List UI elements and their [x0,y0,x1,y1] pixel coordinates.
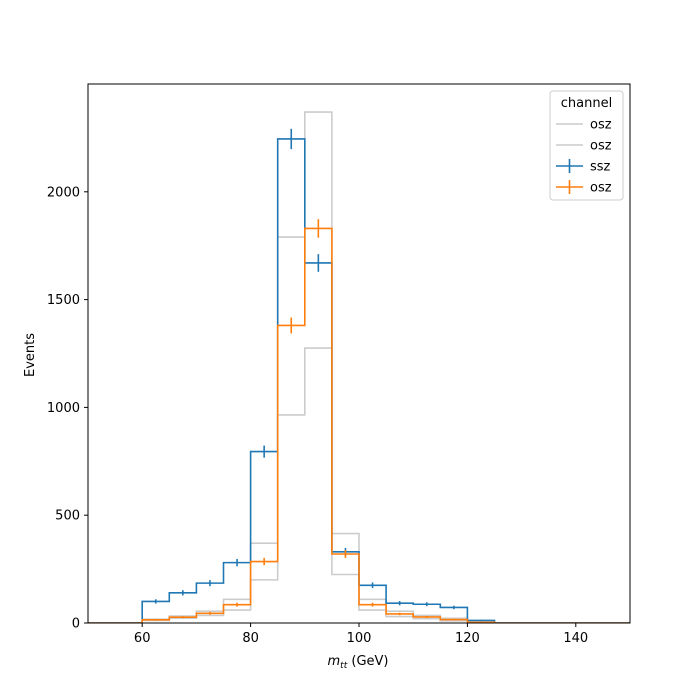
y-tick-label-0: 0 [72,617,80,632]
x-tick-label-140: 140 [563,631,588,646]
axes: 60 80 100 120 140 0 500 1000 1500 2000 [47,83,631,646]
legend-label-2: ssz [590,160,611,175]
y-tick-label-2000: 2000 [47,185,80,200]
y-axis-label: Events [23,333,38,377]
legend-label-3: osz [590,181,612,196]
legend-label-0: osz [590,118,612,133]
x-axis-label-unit: (GeV) [347,654,388,669]
x-axis-label: mtt (GeV) [328,654,389,671]
legend-box [549,90,624,201]
y-tick-label-1500: 1500 [47,293,80,308]
x-tick-label-100: 100 [347,631,372,646]
series-step-1-osz [88,111,630,623]
y-tick-label-500: 500 [55,509,80,524]
x-axis-label-main: m [328,654,341,669]
x-tick-label-60: 60 [134,631,151,646]
legend-label-1: osz [590,139,612,154]
series-step-0-osz [88,347,630,623]
x-tick-label-80: 80 [242,631,259,646]
plot-area [88,111,630,623]
plot-clipped-group [88,111,630,623]
legend-title: channel [561,96,612,111]
y-tick-label-1000: 1000 [47,401,80,416]
x-tick-label-120: 120 [455,631,480,646]
legend: channel osz osz ssz osz [549,90,624,201]
x-axis-label-subscript: tt [340,661,348,671]
